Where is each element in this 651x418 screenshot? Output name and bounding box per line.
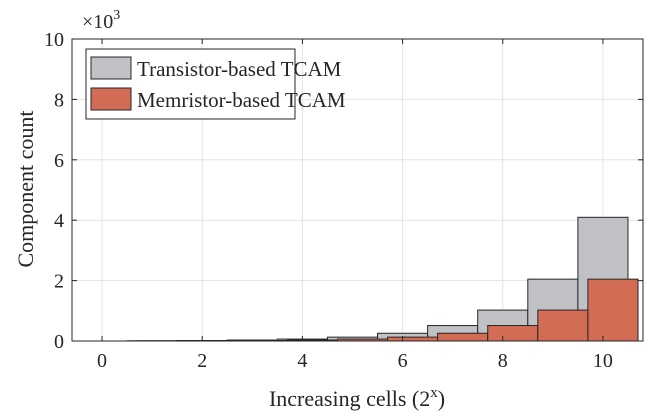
bar-memristor — [387, 336, 439, 342]
legend-label-memristor: Memristor-based TCAM — [137, 88, 346, 112]
legend: Transistor-based TCAM Memristor-based TC… — [85, 48, 346, 120]
y-tick-label: 10 — [44, 29, 64, 51]
bar-memristor — [437, 332, 489, 342]
legend-swatch-memristor — [90, 87, 132, 111]
legend-label-transistor: Transistor-based TCAM — [137, 57, 342, 81]
x-axis-label: Increasing cells (2x) — [269, 385, 445, 411]
plot-frame — [71, 38, 644, 342]
x-tick-label: 10 — [593, 350, 613, 372]
y-tick-label: 0 — [54, 331, 64, 353]
bar-memristor — [587, 278, 639, 342]
x-tick-label: 8 — [498, 350, 508, 372]
ticks: 0 2 4 6 8 10 0 2 4 6 8 10 — [44, 29, 643, 372]
bars — [126, 216, 639, 342]
x-tick-label: 0 — [97, 350, 107, 372]
x-tick-label: 2 — [197, 350, 207, 372]
y-axis-label: Component count — [13, 110, 38, 267]
y-exponent-label: ×103 — [82, 8, 120, 33]
y-tick-label: 2 — [54, 271, 64, 293]
y-tick-label: 8 — [54, 89, 64, 111]
bar-memristor — [487, 325, 539, 342]
x-axis-label-superscript: x — [430, 385, 438, 401]
x-tick-label: 6 — [398, 350, 408, 372]
bar-memristor — [537, 309, 589, 342]
y-tick-label: 6 — [54, 150, 64, 172]
x-tick-label: 4 — [297, 350, 307, 372]
y-exponent-power: 3 — [113, 8, 120, 23]
legend-swatch-transistor — [90, 56, 132, 80]
y-tick-label: 4 — [54, 210, 64, 232]
